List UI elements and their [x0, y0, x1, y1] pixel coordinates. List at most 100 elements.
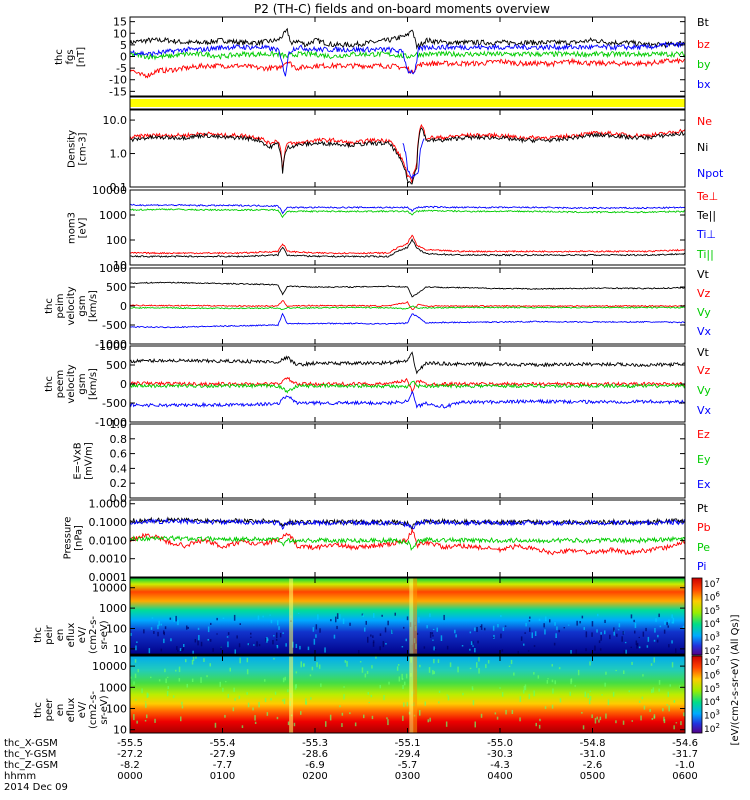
spectrogram-texture — [402, 715, 404, 721]
ylabel-line: fgs — [65, 49, 76, 64]
spectrogram-texture — [265, 638, 267, 642]
spectrogram-texture — [655, 618, 657, 622]
colorbar-tick-label: 102 — [704, 722, 720, 735]
spectrogram-texture — [479, 626, 482, 628]
spectrogram-texture — [558, 629, 560, 633]
spectrogram-texture — [671, 621, 674, 624]
panel-peim_velocity: 1000 500 0 -500 -1000 thcpeimvelocitygsm[km/s… — [44, 262, 712, 351]
spectrogram-texture — [628, 690, 630, 693]
spectrogram-texture — [431, 632, 434, 635]
spectrogram-texture — [299, 645, 301, 650]
spectrogram-texture — [528, 620, 531, 622]
spectrogram-texture — [270, 619, 273, 624]
ylabel-line: thc — [44, 376, 55, 392]
legend-peem_velocity-Vt: Vt — [697, 346, 710, 359]
spectrogram-texture — [621, 636, 623, 642]
spectrogram-texture — [599, 648, 602, 651]
ephemeris-value: -54.6 — [672, 738, 698, 749]
spectrogram-texture — [270, 698, 272, 701]
colorbar-tick-base: 10 — [704, 698, 716, 708]
spectrogram-texture — [631, 661, 633, 665]
series-peim_velocity-Vt — [129, 281, 686, 298]
colorbar-tick-exp: 2 — [715, 644, 719, 652]
spectrogram-texture — [478, 657, 480, 662]
spectrogram-texture — [472, 700, 475, 706]
spectrogram-texture — [227, 641, 229, 648]
spectrogram-texture — [313, 638, 316, 645]
spectrogram-texture — [283, 698, 286, 705]
ylabel-line: Pressure — [63, 517, 74, 560]
spectrogram-texture — [361, 667, 364, 673]
spectrogram-texture — [320, 683, 322, 688]
panel-peem_velocity: 1000 500 0 -500 -1000 thcpeemvelocitygsm[km/s… — [44, 340, 712, 429]
spectrogram-texture — [511, 709, 514, 714]
spectrogram-texture — [554, 680, 556, 685]
legend-fgs-by: by — [697, 58, 711, 71]
ephemeris-value: -55.0 — [487, 738, 513, 749]
ytick-label: 1.0000 — [89, 498, 128, 511]
spectrogram-texture — [187, 626, 189, 629]
ephemeris-value: -31.7 — [672, 749, 698, 760]
spectrogram-texture — [181, 705, 184, 709]
spectrogram-texture — [273, 635, 275, 637]
spectrogram-texture — [650, 663, 653, 666]
spectrogram-texture — [544, 706, 547, 709]
spectrogram-texture — [570, 678, 573, 683]
colorbar-tick-exp: 7 — [715, 577, 719, 585]
spectrogram-texture — [387, 719, 389, 726]
ytick-label: 100 — [106, 234, 127, 247]
spectrogram-texture — [247, 702, 250, 708]
ephemeris-label: thc_Y-GSM — [4, 749, 56, 760]
ephemeris-value: -8.2 — [120, 760, 140, 771]
spectrogram-texture — [642, 674, 644, 677]
ytick-label: 500 — [106, 281, 127, 294]
spectrogram-texture — [316, 662, 318, 668]
spectrogram-texture — [582, 725, 585, 730]
spectrogram-texture — [416, 632, 419, 635]
spectrogram-texture — [622, 720, 625, 725]
colorbar-tick-base: 10 — [704, 607, 716, 617]
spectrogram-texture — [671, 614, 673, 619]
spectrogram-texture — [339, 614, 341, 620]
spectrogram-texture — [599, 716, 602, 721]
spectrogram-texture — [175, 669, 177, 672]
spectrogram-texture — [325, 721, 327, 727]
spectrogram-texture — [447, 695, 450, 701]
legend-pressure-Pi: Pi — [697, 560, 706, 573]
spectrogram-texture — [673, 700, 676, 703]
spectrogram-texture — [604, 682, 606, 687]
colorbar-tick-base: 10 — [704, 671, 716, 681]
spectrogram-texture — [401, 646, 404, 648]
spectrogram-texture — [319, 628, 321, 633]
spectrogram-texture — [179, 648, 182, 651]
spectrogram-texture — [379, 633, 382, 636]
spectrogram-texture — [297, 612, 300, 614]
spectrogram-texture — [663, 629, 666, 634]
spectrogram-texture — [398, 676, 401, 682]
spectrogram-texture — [330, 619, 332, 622]
series-fgs-by — [129, 50, 686, 61]
ylabel-density: Density[cm-3] — [67, 130, 89, 168]
spectrogram-texture — [623, 650, 626, 656]
spectrogram-texture — [476, 662, 478, 668]
spectrogram-texture — [191, 678, 194, 682]
spectrogram-texture — [226, 636, 229, 638]
spectrogram-texture — [492, 636, 495, 638]
spectrogram-texture — [658, 688, 660, 692]
spectrogram-texture — [402, 684, 404, 689]
spectrogram-texture — [554, 622, 556, 626]
spectrogram-texture — [680, 721, 682, 726]
spectrogram-texture — [589, 661, 591, 666]
ytick-label: -500 — [102, 319, 127, 332]
spectrogram-texture — [613, 630, 615, 636]
spectrogram-texture — [615, 720, 617, 724]
spectrogram-texture — [454, 629, 456, 634]
spectrogram-texture — [341, 712, 344, 716]
ephemeris-value: -4.3 — [490, 760, 510, 771]
spectrogram-texture — [164, 626, 167, 630]
spectrogram-texture — [551, 664, 553, 667]
legend-fgs-Bt: Bt — [697, 16, 710, 29]
colorbar-tick-exp: 5 — [715, 682, 719, 690]
panel-pressure: 1.0000 0.1000 0.0100 0.0010 0.0001 Pressure[n… — [63, 498, 711, 584]
